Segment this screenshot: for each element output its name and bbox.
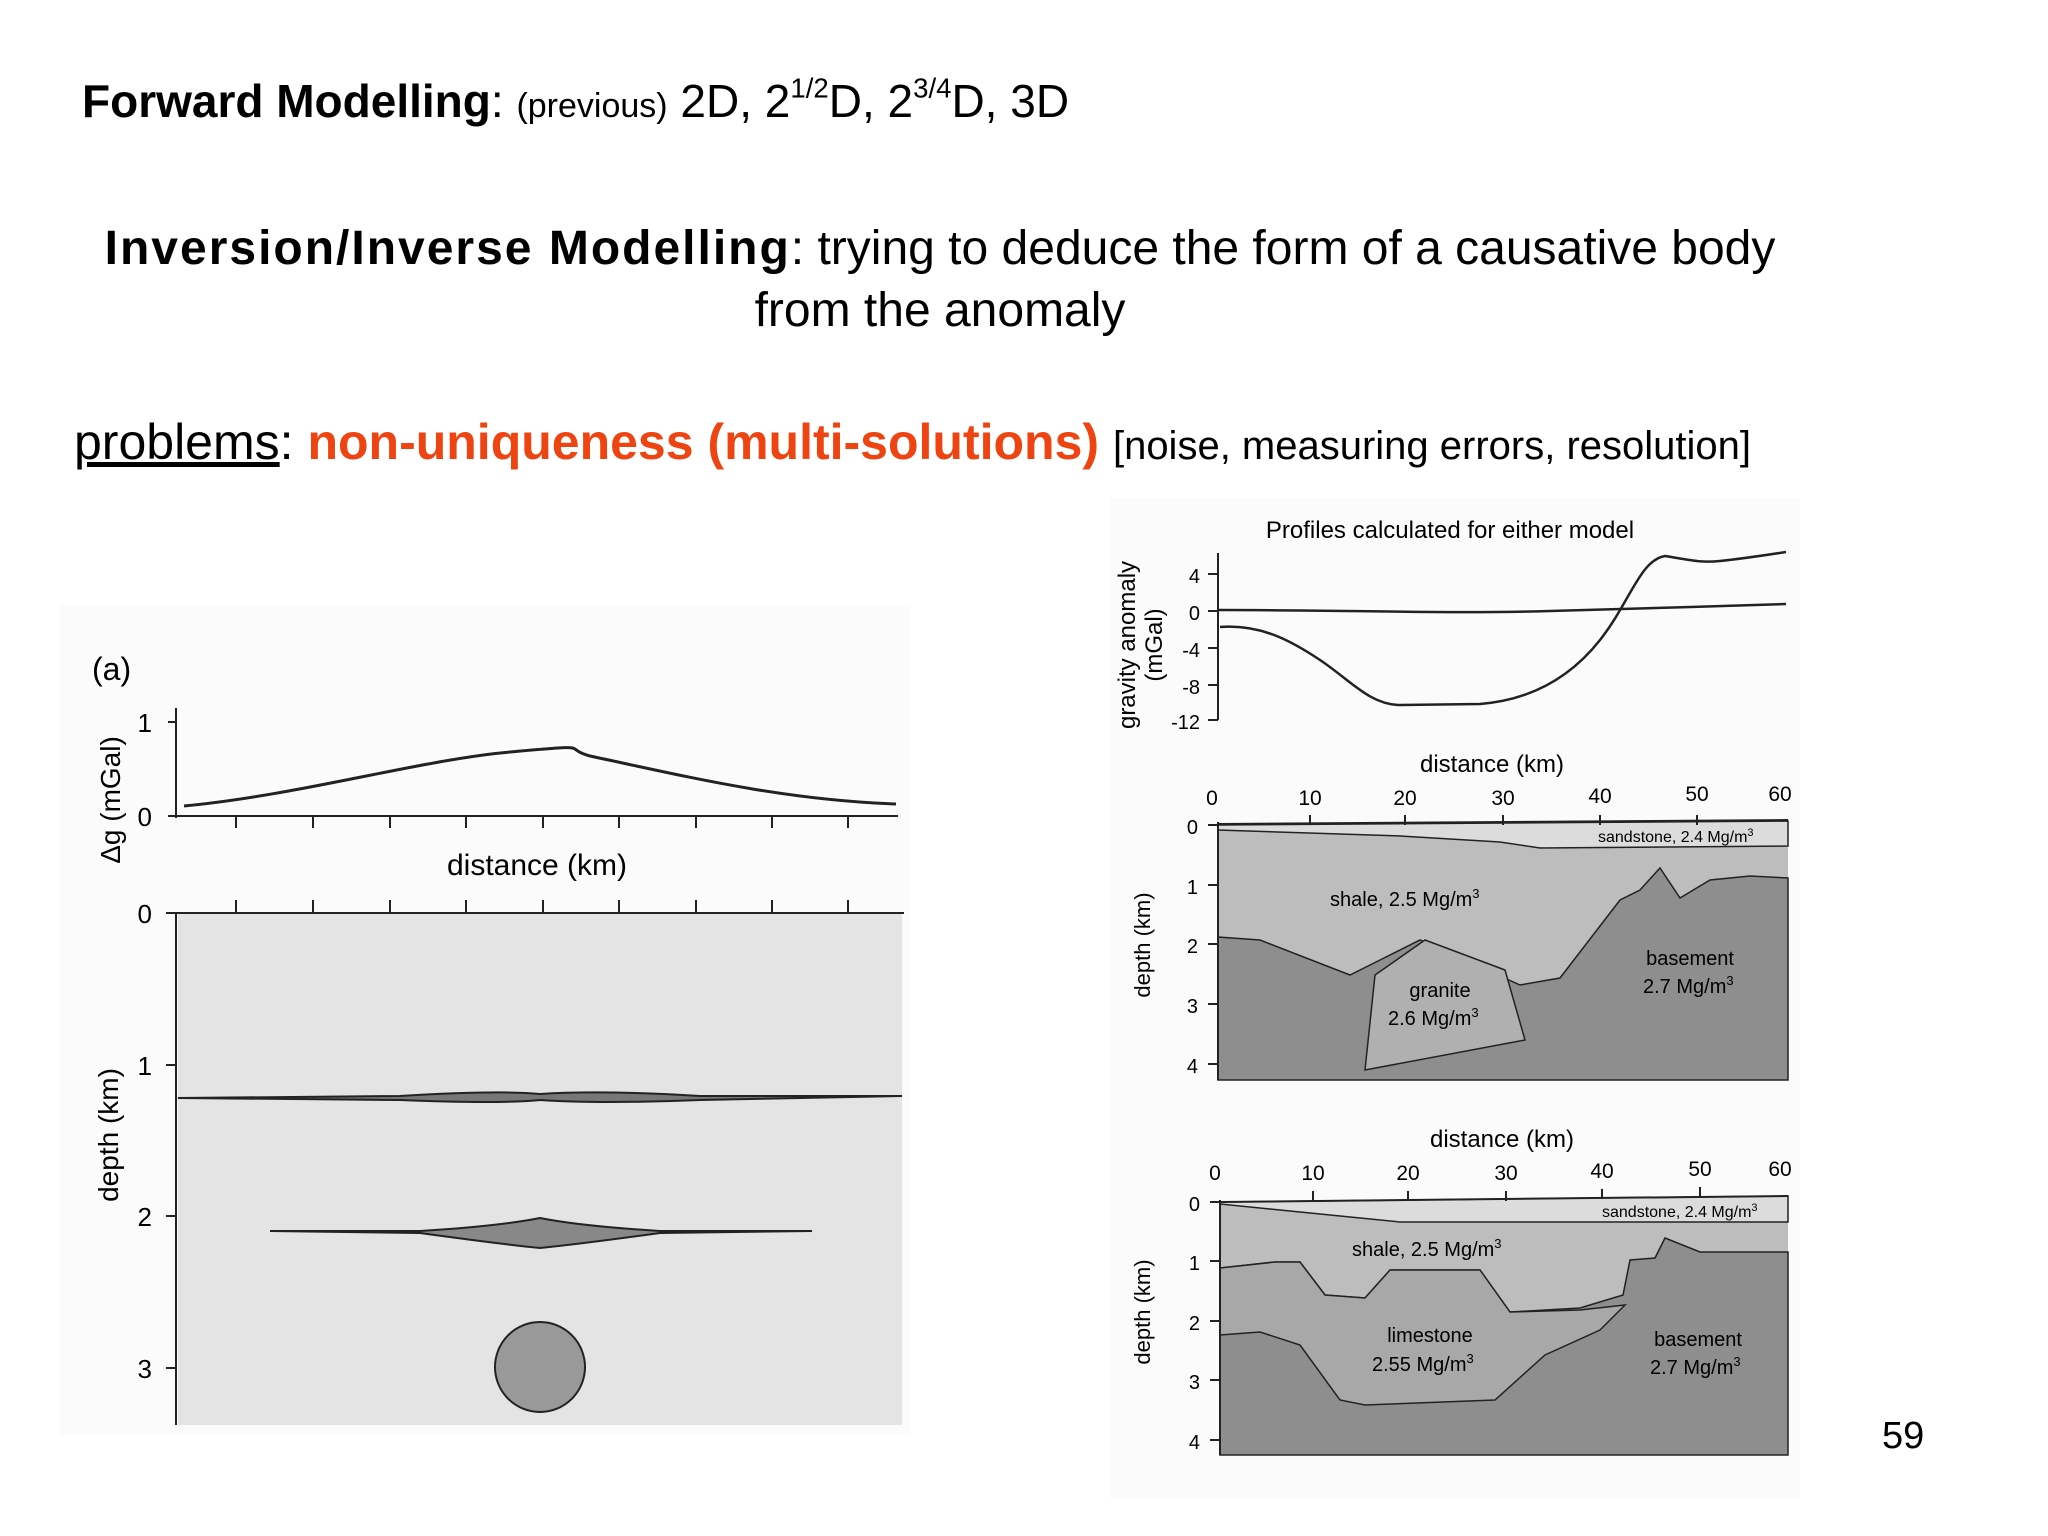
profiles-title: Profiles calculated for either model xyxy=(1266,517,1634,544)
m1-ticks xyxy=(1208,815,1698,1065)
lens-body xyxy=(269,1216,813,1250)
dimension-list-c: D, 3D xyxy=(951,75,1070,127)
m1-depth-label: depth (km) xyxy=(1130,892,1155,997)
delta-g-tick-1: 1 xyxy=(138,708,152,738)
sphere-body xyxy=(494,1321,586,1413)
m2-depth-3: 3 xyxy=(1189,1372,1200,1394)
gravity-anomaly-unit: (mGal) xyxy=(1141,608,1168,681)
m2-surface xyxy=(1219,1195,1789,1203)
m1-depth-4: 4 xyxy=(1187,1056,1198,1078)
m2-xtick-10: 10 xyxy=(1301,1162,1324,1185)
m2-depth-4: 4 xyxy=(1189,1432,1200,1454)
inversion-term: Inversion/Inverse Modelling xyxy=(104,222,791,275)
m1-depth-2: 2 xyxy=(1187,936,1198,958)
figure-a: (a) Δg (mGal) 1 0 distance (km) depth (k… xyxy=(60,605,910,1435)
m2-limestone-density: 2.55 Mg/m3 xyxy=(1372,1351,1474,1376)
delta-g-axis-label: Δg (mGal) xyxy=(95,736,126,864)
distance-label-model-1: distance (km) xyxy=(1420,751,1564,778)
m2-xtick-50: 50 xyxy=(1688,1158,1711,1181)
m2-depth-2: 2 xyxy=(1189,1313,1200,1335)
gravity-tick-4: 4 xyxy=(1189,566,1200,588)
m2-xtick-40: 40 xyxy=(1590,1160,1613,1183)
forward-modelling-term: Forward Modelling xyxy=(82,75,491,127)
m2-depth-1: 1 xyxy=(1189,1253,1200,1275)
m1-granite-label: granite xyxy=(1409,980,1470,1002)
colon: : xyxy=(490,75,504,127)
dimension-list-a: 2D, 2 xyxy=(680,75,791,127)
depth-tick-2: 2 xyxy=(138,1202,152,1232)
m1-basement-density: 2.7 Mg/m3 xyxy=(1643,973,1734,998)
m1-basement xyxy=(1217,866,1789,1081)
problems-colon: : xyxy=(279,414,308,470)
fraction-b: 3/4 xyxy=(913,72,952,104)
m2-basement-label: basement xyxy=(1654,1329,1742,1351)
m1-xtick-40: 40 xyxy=(1588,785,1611,808)
dimension-list-b: D, 2 xyxy=(828,75,914,127)
gravity-tick-0: 0 xyxy=(1189,603,1200,625)
profile-anomaly-curve xyxy=(1219,550,1787,707)
gravity-anomaly-curve xyxy=(183,746,897,808)
m1-granite-density: 2.6 Mg/m3 xyxy=(1388,1005,1479,1030)
gravity-anomaly-label: gravity anomaly xyxy=(1114,561,1141,729)
depth-tick-0: 0 xyxy=(138,899,152,929)
non-uniqueness-highlight: non-uniqueness (multi-solutions) xyxy=(307,414,1100,470)
m2-sandstone-label: sandstone, 2.4 Mg/m3 xyxy=(1602,1202,1758,1221)
depth-tick-3: 3 xyxy=(138,1354,152,1384)
inversion-line: Inversion/Inverse Modelling: trying to d… xyxy=(0,218,1880,343)
m1-xtick-0: 0 xyxy=(1206,787,1218,810)
m1-depth-3: 3 xyxy=(1187,996,1198,1018)
distance-ticks xyxy=(235,816,849,828)
fraction-a: 1/2 xyxy=(790,72,829,104)
profile-zero-line xyxy=(1217,602,1787,614)
gravity-tick-minus8: -8 xyxy=(1182,677,1200,699)
page-number: 59 xyxy=(1882,1415,1925,1457)
depth-tick-1: 1 xyxy=(138,1051,152,1081)
m1-xtick-10: 10 xyxy=(1298,787,1321,810)
m2-limestone-body xyxy=(1219,1261,1628,1406)
forward-modelling-line: Forward Modelling: (previous) 2D, 21/2D,… xyxy=(82,74,1069,128)
m1-xtick-30: 30 xyxy=(1491,787,1514,810)
figure-a-label: (a) xyxy=(92,651,131,687)
m2-xtick-60: 60 xyxy=(1768,1158,1791,1181)
previous-note: (previous) xyxy=(516,87,668,125)
m2-shale-label: shale, 2.5 Mg/m3 xyxy=(1352,1236,1502,1261)
m1-shale-label: shale, 2.5 Mg/m3 xyxy=(1330,886,1480,911)
m1-xtick-50: 50 xyxy=(1685,783,1708,806)
gravity-tick-minus4: -4 xyxy=(1182,640,1200,662)
inversion-definition: : trying to deduce the form of a causati… xyxy=(790,222,1776,275)
figure-a-distance-label: distance (km) xyxy=(447,849,627,882)
m2-xtick-0: 0 xyxy=(1209,1162,1221,1185)
gravity-tick-minus12: -12 xyxy=(1171,712,1200,734)
model-1-section: 0 10 20 30 40 50 60 depth (km) 0 1 2 3 xyxy=(1130,783,1792,1081)
m1-basement-label: basement xyxy=(1646,948,1734,970)
surface-ticks xyxy=(166,900,849,1369)
gravity-y-ticks xyxy=(1208,573,1218,721)
m1-depth-0: 0 xyxy=(1187,817,1198,839)
m2-xtick-20: 20 xyxy=(1396,1162,1419,1185)
m2-ticks xyxy=(1210,1187,1701,1441)
m2-basement-density: 2.7 Mg/m3 xyxy=(1650,1354,1741,1379)
delta-g-tick-0: 0 xyxy=(138,802,152,832)
problems-term: problems xyxy=(74,414,280,470)
m1-sandstone-label: sandstone, 2.4 Mg/m3 xyxy=(1598,827,1754,846)
m1-sandstone-layer xyxy=(1217,820,1789,849)
m1-xtick-20: 20 xyxy=(1393,787,1416,810)
problems-bracket: [noise, measuring errors, resolution] xyxy=(1112,424,1752,468)
m1-granite-body xyxy=(1364,939,1526,1071)
m1-xtick-60: 60 xyxy=(1768,783,1791,806)
figure-a-depth-label: depth (km) xyxy=(93,1068,124,1202)
thin-sheet-body xyxy=(177,1091,903,1103)
m2-limestone-label: limestone xyxy=(1387,1325,1473,1347)
distance-label-model-2: distance (km) xyxy=(1430,1126,1574,1153)
m2-depth-label: depth (km) xyxy=(1130,1259,1155,1364)
m2-xtick-30: 30 xyxy=(1494,1162,1517,1185)
m1-depth-1: 1 xyxy=(1187,877,1198,899)
m2-depth-0: 0 xyxy=(1189,1194,1200,1216)
figure-b: Profiles calculated for either model gra… xyxy=(1110,498,1800,1498)
inversion-definition-cont: from the anomaly xyxy=(754,284,1126,338)
model-2-section: distance (km) 0 10 20 30 40 50 60 depth … xyxy=(1130,1126,1792,1456)
problems-line: problems: non-uniqueness (multi-solution… xyxy=(74,413,1751,471)
